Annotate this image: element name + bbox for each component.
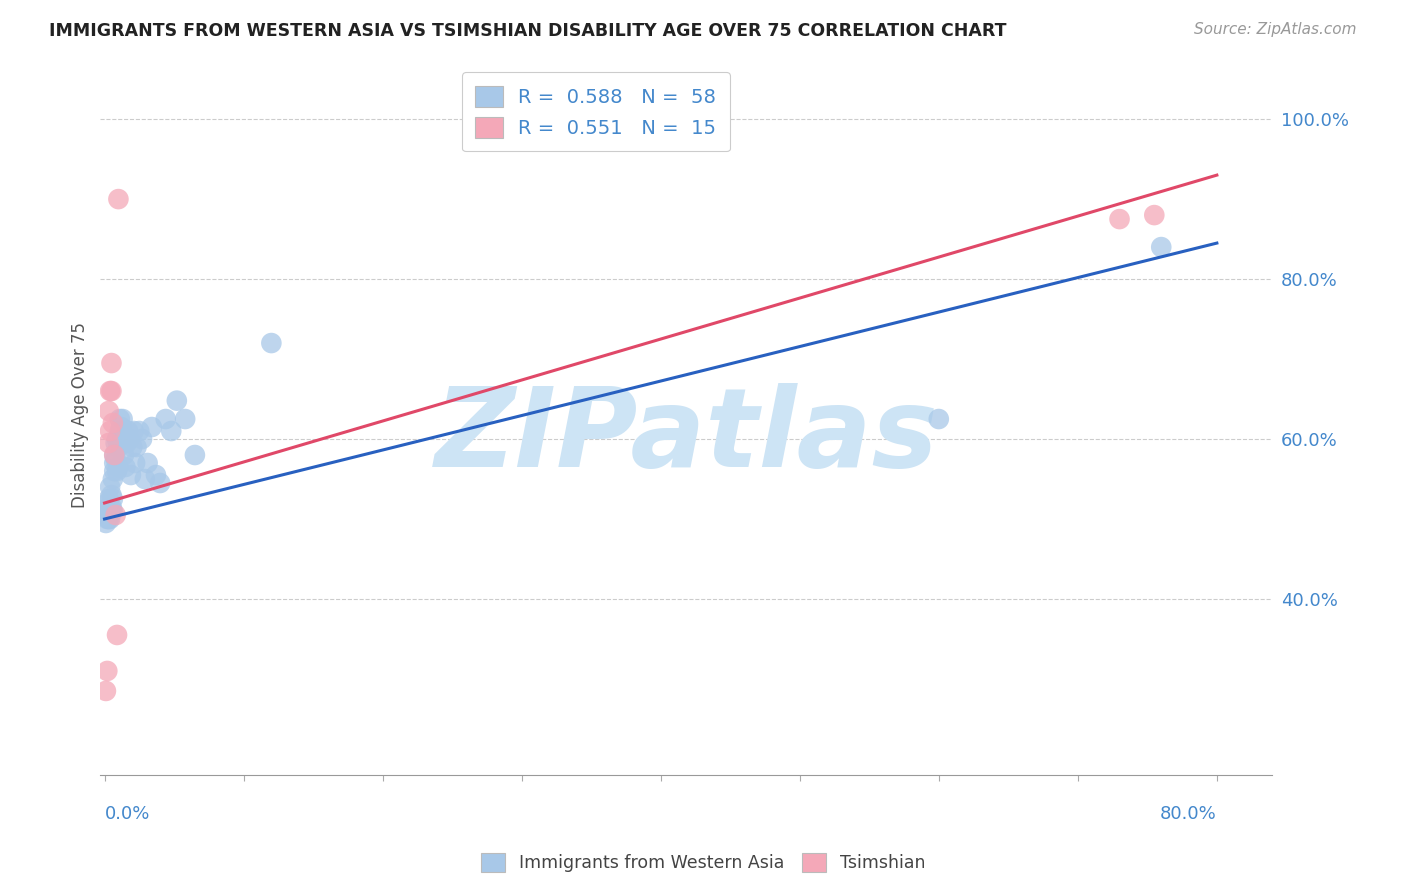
Point: [128, 424, 150, 438]
Point: [101, 504, 124, 518]
Point: [111, 432, 134, 446]
Point: [97, 512, 120, 526]
Point: [1108, 212, 1130, 227]
Point: [97, 500, 120, 514]
Point: [103, 464, 125, 478]
Point: [107, 460, 129, 475]
Point: [110, 436, 132, 450]
Point: [107, 192, 129, 206]
Point: [97, 508, 120, 522]
Point: [115, 436, 138, 450]
Y-axis label: Disability Age Over 75: Disability Age Over 75: [72, 322, 89, 508]
Point: [96, 504, 118, 518]
Point: [100, 384, 122, 398]
Point: [112, 448, 135, 462]
Point: [166, 393, 188, 408]
Point: [174, 412, 197, 426]
Legend: R =  0.588   N =  58, R =  0.551   N =  15: R = 0.588 N = 58, R = 0.551 N = 15: [461, 72, 730, 152]
Text: 0.0%: 0.0%: [104, 805, 150, 823]
Point: [100, 500, 122, 514]
Point: [124, 456, 146, 470]
Point: [104, 508, 127, 522]
Point: [96, 512, 118, 526]
Point: [105, 628, 128, 642]
Point: [97, 436, 120, 450]
Point: [96, 496, 118, 510]
Point: [97, 491, 120, 506]
Point: [121, 440, 143, 454]
Point: [101, 491, 124, 506]
Point: [145, 468, 167, 483]
Point: [94, 516, 117, 530]
Point: [108, 412, 131, 426]
Point: [100, 504, 122, 518]
Point: [107, 440, 129, 454]
Point: [104, 436, 127, 450]
Legend: Immigrants from Western Asia, Tsimshian: Immigrants from Western Asia, Tsimshian: [474, 846, 932, 879]
Point: [1143, 208, 1166, 222]
Text: 80.0%: 80.0%: [1160, 805, 1216, 823]
Point: [98, 384, 121, 398]
Point: [100, 356, 122, 370]
Point: [105, 432, 128, 446]
Point: [136, 456, 159, 470]
Point: [110, 420, 132, 434]
Point: [260, 336, 283, 351]
Point: [111, 412, 134, 426]
Point: [97, 404, 120, 418]
Point: [98, 424, 121, 438]
Point: [155, 412, 177, 426]
Point: [117, 424, 139, 438]
Text: ZIPatlas: ZIPatlas: [434, 384, 938, 490]
Point: [928, 412, 950, 426]
Point: [101, 416, 124, 430]
Point: [118, 432, 141, 446]
Point: [184, 448, 207, 462]
Point: [131, 432, 153, 446]
Point: [103, 448, 125, 462]
Point: [160, 424, 183, 438]
Point: [125, 440, 148, 454]
Point: [98, 480, 121, 494]
Point: [108, 424, 131, 438]
Point: [96, 664, 118, 678]
Point: [120, 468, 142, 483]
Point: [98, 504, 121, 518]
Point: [149, 475, 172, 490]
Point: [104, 452, 127, 467]
Text: IMMIGRANTS FROM WESTERN ASIA VS TSIMSHIAN DISABILITY AGE OVER 75 CORRELATION CHA: IMMIGRANTS FROM WESTERN ASIA VS TSIMSHIA…: [49, 22, 1007, 40]
Point: [1150, 240, 1173, 254]
Text: Source: ZipAtlas.com: Source: ZipAtlas.com: [1194, 22, 1357, 37]
Point: [122, 424, 145, 438]
Point: [94, 508, 117, 522]
Point: [103, 456, 125, 470]
Point: [100, 488, 122, 502]
Point: [105, 464, 128, 478]
Point: [94, 684, 117, 698]
Point: [141, 420, 163, 434]
Point: [114, 460, 136, 475]
Point: [101, 472, 124, 486]
Point: [134, 472, 156, 486]
Point: [103, 448, 125, 462]
Point: [98, 512, 121, 526]
